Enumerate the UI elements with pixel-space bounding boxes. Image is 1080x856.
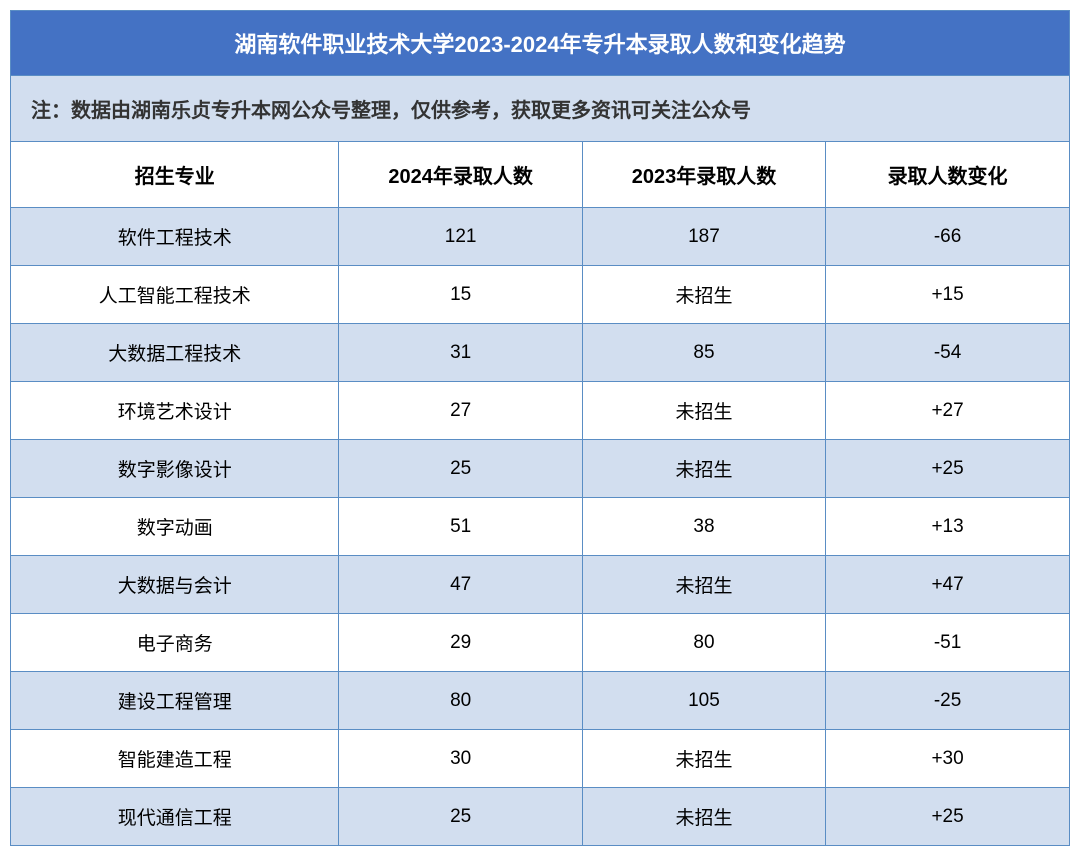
- cell-change: +15: [826, 266, 1069, 324]
- cell-major: 智能建造工程: [11, 730, 339, 788]
- cell-2023: 85: [582, 324, 825, 382]
- header-major: 招生专业: [11, 142, 339, 208]
- cell-change: +30: [826, 730, 1069, 788]
- cell-2023: 80: [582, 614, 825, 672]
- table-row: 电子商务 29 80 -51: [11, 614, 1069, 672]
- header-2023: 2023年录取人数: [582, 142, 825, 208]
- cell-2023: 未招生: [582, 730, 825, 788]
- table-body: 软件工程技术 121 187 -66 人工智能工程技术 15 未招生 +15 大…: [11, 208, 1069, 846]
- table-title: 湖南软件职业技术大学2023-2024年专升本录取人数和变化趋势: [11, 11, 1069, 76]
- cell-2024: 31: [339, 324, 582, 382]
- cell-change: +25: [826, 788, 1069, 846]
- cell-2023: 未招生: [582, 440, 825, 498]
- cell-2024: 25: [339, 788, 582, 846]
- cell-2024: 80: [339, 672, 582, 730]
- cell-2023: 187: [582, 208, 825, 266]
- cell-2024: 27: [339, 382, 582, 440]
- cell-2023: 105: [582, 672, 825, 730]
- cell-change: -54: [826, 324, 1069, 382]
- cell-major: 软件工程技术: [11, 208, 339, 266]
- cell-major: 电子商务: [11, 614, 339, 672]
- cell-change: +25: [826, 440, 1069, 498]
- cell-major: 建设工程管理: [11, 672, 339, 730]
- table-row: 现代通信工程 25 未招生 +25: [11, 788, 1069, 846]
- table-row: 数字动画 51 38 +13: [11, 498, 1069, 556]
- cell-major: 现代通信工程: [11, 788, 339, 846]
- cell-2024: 29: [339, 614, 582, 672]
- admissions-table: 招生专业 2024年录取人数 2023年录取人数 录取人数变化 软件工程技术 1…: [11, 142, 1069, 845]
- table-row: 环境艺术设计 27 未招生 +27: [11, 382, 1069, 440]
- table-row: 智能建造工程 30 未招生 +30: [11, 730, 1069, 788]
- cell-2024: 30: [339, 730, 582, 788]
- table-row: 大数据工程技术 31 85 -54: [11, 324, 1069, 382]
- table-header-row: 招生专业 2024年录取人数 2023年录取人数 录取人数变化: [11, 142, 1069, 208]
- cell-major: 数字动画: [11, 498, 339, 556]
- cell-major: 数字影像设计: [11, 440, 339, 498]
- table-note: 注：数据由湖南乐贞专升本网公众号整理，仅供参考，获取更多资讯可关注公众号: [11, 76, 1069, 142]
- cell-change: -66: [826, 208, 1069, 266]
- cell-change: +47: [826, 556, 1069, 614]
- cell-change: -25: [826, 672, 1069, 730]
- cell-change: +27: [826, 382, 1069, 440]
- cell-2024: 47: [339, 556, 582, 614]
- admissions-table-container: 湖南软件职业技术大学2023-2024年专升本录取人数和变化趋势 注：数据由湖南…: [10, 10, 1070, 846]
- cell-2023: 38: [582, 498, 825, 556]
- table-row: 软件工程技术 121 187 -66: [11, 208, 1069, 266]
- header-2024: 2024年录取人数: [339, 142, 582, 208]
- table-row: 建设工程管理 80 105 -25: [11, 672, 1069, 730]
- cell-2024: 121: [339, 208, 582, 266]
- header-change: 录取人数变化: [826, 142, 1069, 208]
- table-row: 大数据与会计 47 未招生 +47: [11, 556, 1069, 614]
- cell-2023: 未招生: [582, 788, 825, 846]
- cell-major: 人工智能工程技术: [11, 266, 339, 324]
- cell-2023: 未招生: [582, 556, 825, 614]
- cell-2024: 15: [339, 266, 582, 324]
- cell-change: +13: [826, 498, 1069, 556]
- cell-major: 大数据与会计: [11, 556, 339, 614]
- cell-2024: 51: [339, 498, 582, 556]
- table-row: 人工智能工程技术 15 未招生 +15: [11, 266, 1069, 324]
- cell-change: -51: [826, 614, 1069, 672]
- cell-2023: 未招生: [582, 266, 825, 324]
- cell-2024: 25: [339, 440, 582, 498]
- cell-major: 大数据工程技术: [11, 324, 339, 382]
- table-row: 数字影像设计 25 未招生 +25: [11, 440, 1069, 498]
- cell-major: 环境艺术设计: [11, 382, 339, 440]
- cell-2023: 未招生: [582, 382, 825, 440]
